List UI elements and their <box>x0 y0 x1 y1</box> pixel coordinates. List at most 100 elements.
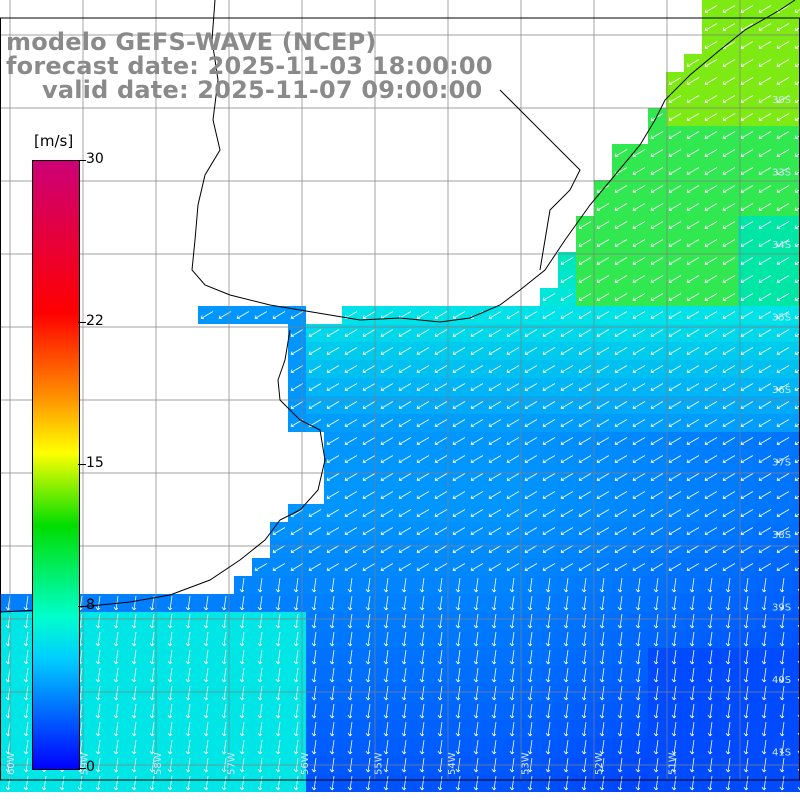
wind-arrow <box>758 365 772 373</box>
wind-arrow <box>275 631 281 647</box>
wind-arrow <box>650 491 664 499</box>
wind-arrow <box>578 563 592 571</box>
wind-arrow <box>758 149 772 157</box>
wind-arrow <box>419 649 425 665</box>
wind-arrow <box>221 667 227 683</box>
wind-arrow <box>653 739 659 755</box>
wind-arrow <box>257 703 263 719</box>
wind-arrow <box>653 667 659 683</box>
wind-arrow <box>743 775 749 791</box>
wind-arrow <box>203 721 209 737</box>
wind-arrow <box>563 631 569 647</box>
wind-arrow <box>308 509 322 517</box>
wind-arrow <box>401 649 407 665</box>
wind-arrow <box>470 383 484 391</box>
wind-arrow <box>653 775 659 791</box>
wind-arrow <box>473 775 479 791</box>
wind-arrow <box>635 721 641 737</box>
wind-arrow <box>632 509 646 517</box>
wind-arrow <box>758 329 772 337</box>
wind-arrow <box>635 703 641 719</box>
wind-arrow <box>239 577 245 593</box>
wind-arrow <box>452 455 466 463</box>
wind-arrow <box>596 347 610 355</box>
wind-arrow <box>614 527 628 535</box>
wind-arrow <box>650 167 664 175</box>
wind-arrow <box>758 437 772 445</box>
wind-arrow <box>362 491 376 499</box>
wind-arrow <box>614 185 628 193</box>
wind-arrow <box>614 149 628 157</box>
wind-arrow <box>668 113 682 121</box>
wind-arrow <box>398 527 412 535</box>
wind-arrow <box>221 595 227 611</box>
wind-arrow <box>707 721 713 737</box>
colorbar-unit: [m/s] <box>34 132 74 150</box>
wind-arrow <box>365 595 371 611</box>
wind-arrow <box>632 311 646 319</box>
wind-arrow <box>686 311 700 319</box>
wind-arrow <box>311 775 317 791</box>
wind-arrow <box>491 631 497 647</box>
wind-arrow <box>740 221 754 229</box>
wind-arrow <box>419 721 425 737</box>
wind-arrow <box>401 739 407 755</box>
wind-arrow <box>794 387 800 391</box>
wind-arrow <box>614 347 628 355</box>
wind-arrow <box>401 703 407 719</box>
wind-arrow <box>149 721 155 737</box>
wind-arrow <box>632 455 646 463</box>
wind-arrow <box>131 631 137 647</box>
wind-arrow <box>776 527 790 535</box>
wind-arrow <box>452 329 466 337</box>
wind-arrow <box>686 149 700 157</box>
wind-arrow <box>671 577 677 593</box>
wind-arrow <box>203 613 209 629</box>
wind-arrow <box>794 279 800 283</box>
wind-arrow <box>365 577 371 593</box>
wind-arrow <box>614 509 628 517</box>
wind-arrow <box>545 577 551 593</box>
wind-arrow <box>239 595 245 611</box>
wind-arrow <box>578 311 592 319</box>
wind-arrow <box>506 563 520 571</box>
wind-arrow <box>596 257 610 265</box>
wind-arrow <box>344 473 358 481</box>
wind-arrow <box>545 703 551 719</box>
wind-arrow <box>275 739 281 755</box>
wind-arrow <box>668 455 682 463</box>
wind-arrow <box>113 613 119 629</box>
wind-arrow <box>617 775 623 791</box>
wind-arrow <box>362 509 376 517</box>
colorbar-tick-mark <box>78 768 86 769</box>
wind-arrow <box>95 721 101 737</box>
wind-arrow <box>668 185 682 193</box>
wind-arrow <box>365 631 371 647</box>
wind-arrow <box>470 491 484 499</box>
wind-arrow <box>722 401 736 409</box>
wind-arrow <box>506 419 520 427</box>
wind-arrow <box>704 275 718 283</box>
wind-arrow <box>419 613 425 629</box>
wind-arrow <box>362 527 376 535</box>
wind-cell <box>792 252 800 270</box>
wind-arrow <box>401 595 407 611</box>
wind-arrow <box>758 203 772 211</box>
wind-arrow <box>365 613 371 629</box>
wind-arrow <box>704 293 718 301</box>
wind-arrow <box>542 563 556 571</box>
wind-arrow <box>221 613 227 629</box>
wind-arrow <box>761 595 767 611</box>
wind-arrow <box>416 437 430 445</box>
wind-arrow <box>221 721 227 737</box>
wind-arrow <box>686 455 700 463</box>
wind-arrow <box>470 437 484 445</box>
wind-arrow <box>149 613 155 629</box>
wind-arrow <box>383 739 389 755</box>
wind-arrow <box>488 527 502 535</box>
wind-arrow <box>614 563 628 571</box>
wind-arrow <box>725 595 731 611</box>
wind-arrow <box>524 563 538 571</box>
wind-arrow <box>653 649 659 665</box>
wind-arrow <box>545 721 551 737</box>
